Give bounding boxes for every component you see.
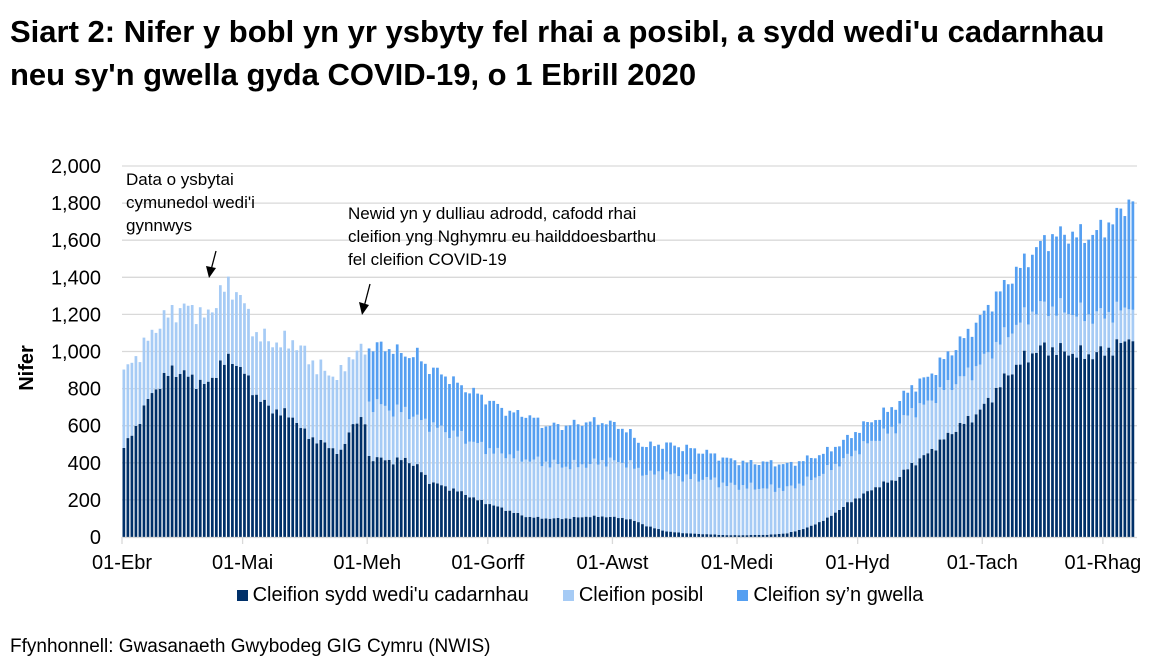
swatch-recovering bbox=[737, 590, 749, 601]
y-axis-label: Nifer bbox=[16, 345, 38, 391]
source-note: Ffynhonnell: Gwasanaeth Gwybodeg GIG Cym… bbox=[10, 636, 491, 657]
y-tick-label: 1,800 bbox=[51, 193, 101, 215]
y-tick-label: 200 bbox=[68, 490, 101, 512]
arrow-icon bbox=[206, 250, 217, 278]
swatch-suspected bbox=[562, 590, 574, 601]
y-tick-label: 400 bbox=[68, 453, 101, 475]
annotation-reporting-change: Newid yn y dulliau adrodd, cafodd rhai c… bbox=[348, 204, 657, 269]
x-tick-label: 01-Awst bbox=[576, 552, 648, 574]
swatch-confirmed bbox=[236, 590, 248, 601]
x-tick-label: 01-Hyd bbox=[825, 552, 889, 574]
chart-legend: Cleifion sydd wedi'u cadarnhau Cleifion … bbox=[0, 584, 1154, 607]
legend-item-confirmed: Cleifion sydd wedi'u cadarnhau bbox=[236, 584, 529, 607]
x-tick-label: 01-Tach bbox=[947, 552, 1018, 574]
arrow-icon bbox=[359, 283, 371, 315]
x-tick-label: 01-Gorff bbox=[451, 552, 524, 574]
y-tick-label: 0 bbox=[90, 527, 101, 549]
x-tick-label: 01-Rhag bbox=[1065, 552, 1142, 574]
legend-item-suspected: Cleifion posibl bbox=[562, 584, 703, 607]
x-tick-label: 01-Ebr bbox=[92, 552, 152, 574]
x-axis: 01-Ebr 01-Mai 01-Meh 01-Gorff 01-Awst 01-Medi… bbox=[92, 536, 1142, 574]
y-tick-label: 1,600 bbox=[51, 230, 101, 252]
chart-title: Siart 2: Nifer y bobl yn yr ysbyty fel r… bbox=[10, 14, 1105, 92]
y-tick-label: 1,000 bbox=[51, 342, 101, 364]
y-axis-ticks: 0 200 400 600 800 1,000 1,200 1,400 1,600 1,800 2,… bbox=[51, 156, 101, 549]
x-tick-label: 01-Medi bbox=[701, 552, 773, 574]
y-tick-label: 1,200 bbox=[51, 304, 101, 326]
legend-item-recovering: Cleifion sy’n gwella bbox=[737, 584, 923, 607]
annotation-community-hospitals: Data o ysbytai cymunedol wedi'i gynnwys bbox=[126, 170, 255, 235]
y-tick-label: 2,000 bbox=[51, 156, 101, 178]
x-tick-label: 01-Meh bbox=[333, 552, 401, 574]
y-tick-label: 600 bbox=[68, 416, 101, 438]
stacked-bars bbox=[122, 199, 1135, 537]
x-tick-label: 01-Mai bbox=[212, 552, 273, 574]
y-tick-label: 1,400 bbox=[51, 267, 101, 289]
y-tick-label: 800 bbox=[68, 379, 101, 401]
